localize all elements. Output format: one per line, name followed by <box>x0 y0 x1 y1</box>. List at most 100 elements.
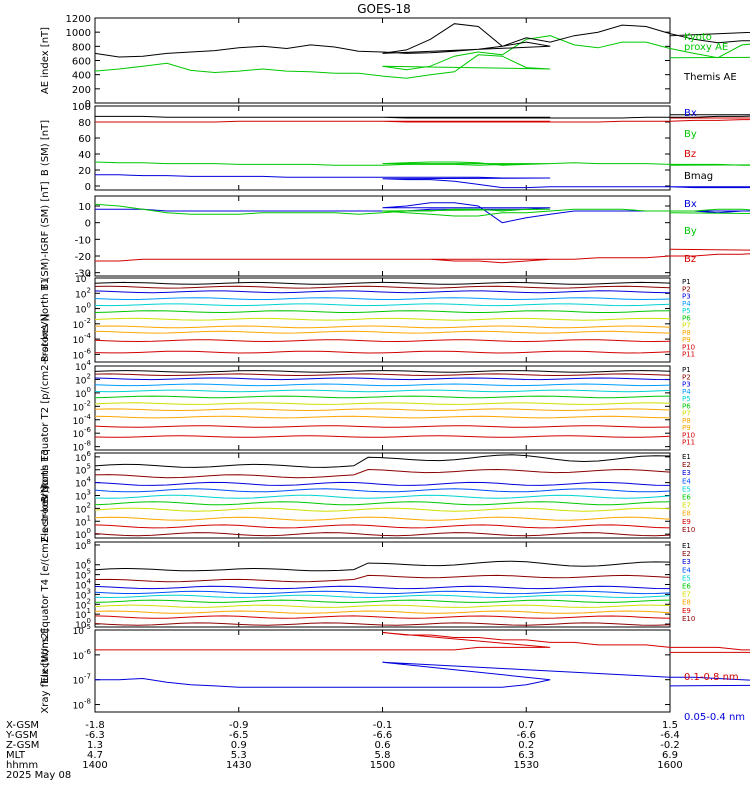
panel-b_sm: 100 80 60 40 20 0 B (SM) [nT] Bx By Bz Bmag <box>40 102 750 193</box>
series-line <box>94 494 671 499</box>
series-line <box>94 516 671 521</box>
y-tick-label: 10 <box>78 202 91 213</box>
series-label: P2 <box>682 285 691 293</box>
series-label: P4 <box>682 388 691 396</box>
x-row-value: -6.6 <box>516 730 536 741</box>
y-axis-label: B (SM) [nT] <box>40 120 51 176</box>
series-line <box>95 661 750 688</box>
series-line <box>94 389 671 393</box>
series-label: P6 <box>682 402 691 410</box>
series-label: E7 <box>682 591 691 599</box>
series-label: E6 <box>682 583 691 591</box>
series-label: E5 <box>682 574 691 582</box>
y-tick-label: 100 <box>75 527 91 541</box>
x-row-value: 1430 <box>226 760 251 771</box>
legend-entry: By <box>684 129 697 140</box>
series-line <box>94 339 671 343</box>
series-line <box>94 604 671 608</box>
series-line <box>94 622 671 626</box>
series-line <box>94 310 671 314</box>
x-row-value: 6.3 <box>518 750 534 761</box>
series-line <box>94 590 671 595</box>
series-label: P9 <box>682 424 691 432</box>
series-line <box>94 524 671 529</box>
plot-title: GOES-18 <box>357 2 411 16</box>
x-row-value: -1.8 <box>85 720 105 731</box>
series-line <box>94 481 671 486</box>
series-line <box>94 468 671 479</box>
x-row-value: 1400 <box>82 760 107 771</box>
series-label: P6 <box>682 314 691 322</box>
y-tick-label: 1200 <box>66 14 91 25</box>
y-tick-label: 800 <box>72 42 91 53</box>
x-row-value: 5.8 <box>375 750 391 761</box>
legend-entry: proxy AE <box>684 42 728 53</box>
legend-entry: Bx <box>684 199 697 210</box>
x-row-value: 5.3 <box>231 750 247 761</box>
y-tick-label: 1000 <box>66 28 91 39</box>
series-line <box>94 350 671 354</box>
x-row-value: -6.4 <box>660 730 680 741</box>
y-axis-label: Xray flux [W/m2] <box>40 628 51 713</box>
y-tick-label: 10-4 <box>73 413 92 427</box>
y-tick-label: 100 <box>72 102 91 113</box>
y-axis-label: Protons North T1 <box>40 278 51 362</box>
y-tick-label: -10 <box>75 235 91 246</box>
x-row-value: 0.9 <box>231 740 247 751</box>
panel-xray: 10-5 10-6 10-7 10-8 Xray flux [W/m2] 0.1-0.8 … <box>40 623 750 723</box>
series-label: P11 <box>682 439 695 447</box>
series-line <box>94 317 671 321</box>
y-axis-label: Protons Equator T2 [p/(cm2-s-sr-keV)] <box>40 313 51 502</box>
y-tick-label: 10-8 <box>73 440 91 454</box>
y-tick-label: 105 <box>75 568 91 582</box>
series-line <box>94 402 671 405</box>
series-line <box>94 203 750 217</box>
y-tick-label: 200 <box>72 85 91 96</box>
y-tick-label: 10-7 <box>73 673 91 687</box>
y-tick-label: 104 <box>75 359 91 373</box>
x-row-value: 0.2 <box>518 740 534 751</box>
x-row-value: 6.9 <box>662 750 678 761</box>
y-tick-label: 106 <box>75 558 91 572</box>
legend-entry: By <box>684 226 697 237</box>
series-label: P7 <box>682 322 691 330</box>
series-label: E6 <box>682 494 691 502</box>
y-axis-label: Electrons North T3 <box>40 449 51 542</box>
series-label: E9 <box>682 607 691 615</box>
series-label: P10 <box>682 431 695 439</box>
y-tick-label: 103 <box>75 587 91 601</box>
y-tick-label: 102 <box>75 501 91 515</box>
y-tick-label: 104 <box>75 476 91 490</box>
x-row-value: -6.6 <box>373 730 393 741</box>
series-line <box>94 594 671 599</box>
x-row-value: -0.1 <box>373 720 393 731</box>
series-label: E8 <box>682 599 691 607</box>
series-line <box>94 395 671 399</box>
date-label: 2025 May 08 <box>6 770 71 781</box>
series-line <box>94 383 671 387</box>
x-row-label: hhmm <box>6 760 38 771</box>
series-line <box>95 117 750 123</box>
series-label: E4 <box>682 566 691 574</box>
y-tick-label: 10-2 <box>73 317 91 331</box>
x-row-value: -6.3 <box>85 730 105 741</box>
y-tick-label: 10-6 <box>73 648 92 662</box>
series-label: E10 <box>682 526 695 534</box>
y-tick-label: 104 <box>75 271 91 285</box>
legend-entry: 0.1-0.8 nm <box>684 672 739 683</box>
series-label: E1 <box>682 453 691 461</box>
series-line <box>94 370 671 373</box>
series-label: E10 <box>682 615 695 623</box>
series-line <box>94 281 671 285</box>
series-line <box>95 202 750 224</box>
y-tick-label: 10-8 <box>73 698 91 712</box>
y-tick-label: 102 <box>75 597 91 611</box>
y-tick-label: 102 <box>75 372 91 386</box>
y-tick-label: 10-4 <box>73 332 92 346</box>
series-line <box>94 560 671 572</box>
series-label: E2 <box>682 550 691 558</box>
series-label: P3 <box>682 293 691 301</box>
series-label: P7 <box>682 410 691 418</box>
y-tick-label: 0 <box>85 182 91 193</box>
